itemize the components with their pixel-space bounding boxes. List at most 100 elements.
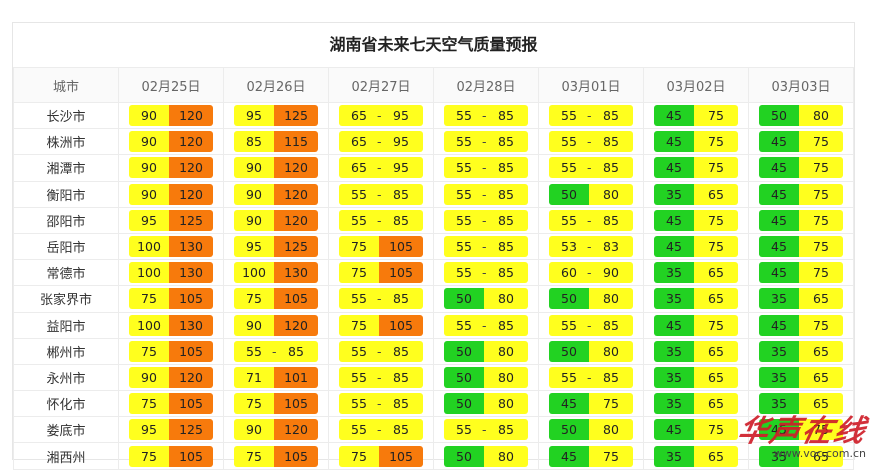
aqi-high-value: 65 [799, 340, 843, 362]
city-name: 益阳市 [13, 311, 119, 339]
aqi-range-pill: 55 85 [339, 366, 423, 388]
aqi-range-pill: 65 95 [339, 105, 423, 127]
aqi-cell: 50 80 [748, 101, 854, 130]
aqi-cell: 35 65 [748, 363, 854, 392]
aqi-low-value: 55 [339, 209, 379, 231]
aqi-cell: 95 125 [223, 101, 329, 130]
date-column-header: 02月25日 [118, 67, 224, 103]
aqi-cell: 55 85 [433, 128, 539, 156]
aqi-high-value: 85 [379, 209, 423, 231]
aqi-low-value: 71 [234, 366, 274, 388]
aqi-high-value: 120 [169, 105, 213, 127]
aqi-cell: 45 75 [748, 232, 854, 261]
aqi-high-value: 75 [799, 131, 843, 153]
aqi-high-value: 85 [589, 366, 633, 388]
aqi-low-value: 55 [549, 105, 589, 127]
aqi-range-pill: 95 125 [129, 209, 213, 231]
aqi-cell: 90 120 [223, 311, 329, 339]
table-row: 娄底市951259012055855585508045754575 [13, 416, 854, 444]
aqi-high-value: 75 [589, 445, 633, 467]
aqi-low-value: 75 [129, 445, 169, 467]
aqi-cell: 90 120 [118, 154, 224, 182]
aqi-range-pill: 35 65 [654, 262, 738, 284]
aqi-cell: 55 85 [433, 259, 539, 287]
aqi-cell: 65 95 [328, 128, 434, 156]
aqi-range-pill: 50 80 [549, 340, 633, 362]
aqi-range-pill: 55 85 [339, 288, 423, 310]
city-name: 岳阳市 [13, 232, 119, 261]
aqi-range-pill: 45 75 [654, 131, 738, 153]
aqi-cell: 45 75 [748, 128, 854, 156]
aqi-high-value: 80 [589, 340, 633, 362]
aqi-low-value: 65 [339, 131, 379, 153]
aqi-low-value: 55 [444, 314, 484, 336]
aqi-low-value: 75 [339, 314, 379, 336]
city-name: 湘潭市 [13, 154, 119, 182]
aqi-low-value: 45 [759, 236, 799, 258]
aqi-range-pill: 35 65 [654, 445, 738, 467]
watermark-logo: 华声在线 [734, 414, 870, 449]
watermark-url: www.voc.com.cn [773, 447, 866, 460]
aqi-high-value: 101 [274, 366, 318, 388]
aqi-low-value: 95 [129, 419, 169, 441]
aqi-cell: 55 85 [328, 206, 434, 234]
aqi-high-value: 75 [694, 131, 738, 153]
aqi-range-pill: 55 85 [549, 366, 633, 388]
aqi-range-pill: 35 65 [759, 288, 843, 310]
aqi-range-pill: 55 85 [339, 340, 423, 362]
aqi-range-pill: 55 85 [339, 393, 423, 415]
aqi-cell: 100 130 [118, 311, 224, 339]
aqi-cell: 90 120 [118, 101, 224, 130]
aqi-low-value: 95 [234, 105, 274, 127]
aqi-low-value: 45 [654, 236, 694, 258]
aqi-cell: 75 105 [223, 442, 329, 470]
aqi-range-pill: 75 105 [339, 314, 423, 336]
aqi-high-value: 125 [169, 209, 213, 231]
aqi-high-value: 80 [589, 183, 633, 205]
aqi-cell: 65 95 [328, 154, 434, 182]
aqi-cell: 55 85 [328, 180, 434, 208]
aqi-cell: 35 65 [748, 442, 854, 470]
aqi-range-pill: 90 120 [129, 105, 213, 127]
aqi-cell: 45 75 [643, 128, 749, 156]
aqi-range-pill: 45 75 [654, 105, 738, 127]
aqi-high-value: 125 [274, 105, 318, 127]
aqi-range-pill: 65 95 [339, 131, 423, 153]
aqi-low-value: 100 [129, 314, 169, 336]
aqi-range-pill: 35 65 [654, 340, 738, 362]
aqi-low-value: 50 [549, 288, 589, 310]
aqi-low-value: 100 [129, 262, 169, 284]
aqi-range-pill: 45 75 [759, 131, 843, 153]
aqi-low-value: 95 [234, 236, 274, 258]
aqi-high-value: 95 [379, 105, 423, 127]
aqi-low-value: 50 [444, 366, 484, 388]
aqi-low-value: 53 [549, 236, 589, 258]
aqi-range-pill: 55 85 [444, 105, 528, 127]
aqi-high-value: 65 [694, 262, 738, 284]
aqi-high-value: 65 [694, 288, 738, 310]
aqi-high-value: 85 [484, 209, 528, 231]
aqi-low-value: 45 [549, 393, 589, 415]
aqi-range-pill: 45 75 [549, 445, 633, 467]
aqi-cell: 35 65 [748, 390, 854, 418]
aqi-range-pill: 55 85 [549, 131, 633, 153]
aqi-range-pill: 45 75 [759, 183, 843, 205]
aqi-range-pill: 90 120 [129, 157, 213, 179]
aqi-range-pill: 45 75 [759, 236, 843, 258]
aqi-high-value: 80 [589, 288, 633, 310]
aqi-high-value: 85 [484, 183, 528, 205]
aqi-range-pill: 100 130 [129, 236, 213, 258]
aqi-high-value: 65 [799, 445, 843, 467]
aqi-high-value: 75 [799, 157, 843, 179]
aqi-low-value: 65 [339, 157, 379, 179]
aqi-range-pill: 55 85 [339, 183, 423, 205]
aqi-cell: 95 125 [223, 232, 329, 261]
aqi-range-pill: 90 120 [234, 157, 318, 179]
aqi-low-value: 45 [654, 105, 694, 127]
aqi-range-pill: 35 65 [654, 288, 738, 310]
city-name: 张家界市 [13, 285, 119, 313]
aqi-low-value: 55 [444, 157, 484, 179]
aqi-high-value: 125 [169, 419, 213, 441]
aqi-low-value: 35 [654, 340, 694, 362]
aqi-high-value: 105 [379, 314, 423, 336]
